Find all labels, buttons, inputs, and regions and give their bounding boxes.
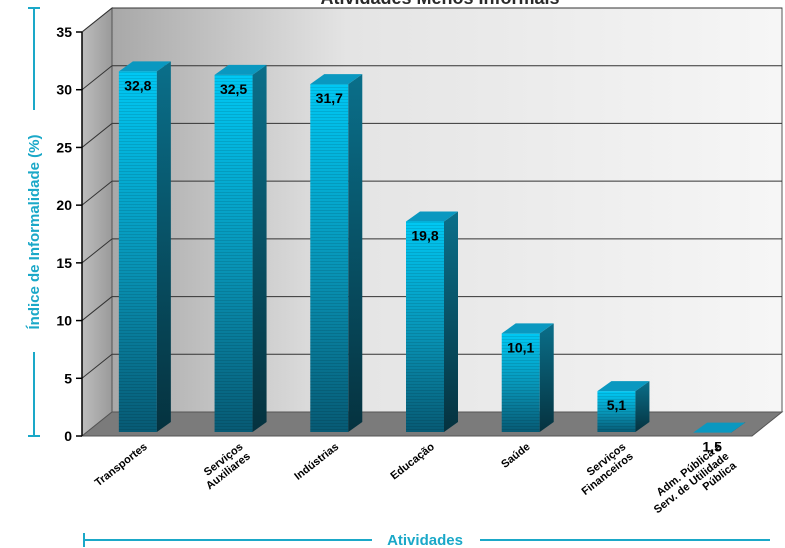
bar-top: [406, 211, 458, 222]
bar: [310, 74, 363, 432]
plot-side-wall: [81, 6, 113, 438]
bar-side: [348, 74, 363, 432]
bar-side: [444, 211, 458, 432]
category-labels: Transportes ServiçosAuxiliares Indústrias E…: [93, 440, 740, 525]
bar-texture: [214, 74, 253, 432]
grid-line-diagonal: [81, 180, 113, 206]
bar: [501, 323, 554, 432]
bar-texture: [118, 71, 157, 432]
bars: [118, 61, 746, 433]
bar-side: [539, 323, 554, 432]
data-label: 19,8: [411, 227, 438, 243]
bar-top: [501, 323, 554, 334]
category-label: Adm. Pública eServ. de UtilidadePública: [644, 440, 739, 525]
grid-line-diagonal: [81, 123, 113, 148]
y-tick-label: 0: [64, 428, 72, 444]
y-tick-label: 35: [56, 24, 72, 40]
bar: [406, 211, 458, 432]
bar-texture: [406, 221, 444, 432]
y-tick-label: 20: [56, 197, 72, 213]
bar: [118, 61, 171, 432]
bar-top: [597, 381, 650, 392]
bar: [693, 422, 746, 433]
category-label: ServiçosAuxiliares: [197, 441, 253, 492]
category-label-line: Saúde: [499, 441, 532, 471]
y-axis-title: Índice de Informalidade (%): [26, 134, 43, 329]
y-tick-labels: 0 5 10 15 20 25 30 35: [56, 24, 82, 444]
bar-top: [214, 64, 267, 75]
y-tick-label: 25: [56, 139, 72, 155]
bar-top: [693, 422, 746, 433]
category-label: Indústrias: [292, 441, 341, 483]
category-label: ServiçosFinanceiros: [572, 441, 635, 498]
bar-side: [156, 61, 171, 432]
grid-line-diagonal: [81, 296, 113, 321]
category-label-line: Transportes: [93, 441, 150, 489]
grid-line-diagonal: [81, 238, 113, 264]
category-label-line: Educação: [389, 441, 438, 483]
category-label: Saúde: [499, 441, 532, 471]
bar: [597, 381, 650, 432]
category-label-line: Indústrias: [292, 441, 341, 483]
data-label: 10,1: [507, 339, 534, 355]
bar-texture: [310, 84, 349, 432]
bar-texture: [597, 391, 636, 432]
data-labels: 32,8 32,5 31,7 19,8 10,1 5,1 1,5: [124, 77, 722, 454]
bar-side: [635, 381, 650, 432]
grid-line-diagonal: [81, 65, 113, 91]
data-label: 32,5: [220, 81, 247, 97]
data-label: 31,7: [316, 90, 343, 106]
y-tick-label: 15: [56, 255, 72, 271]
x-axis-title: Atividades: [387, 532, 463, 548]
bar-top: [118, 61, 171, 72]
grid-line-diagonal: [81, 353, 113, 379]
chart-title: Atividades Menos Informais: [320, 0, 559, 8]
y-tick-label: 10: [56, 313, 72, 329]
data-label: 5,1: [607, 397, 627, 413]
grid-line-diagonal: [81, 7, 113, 33]
bar-side: [252, 64, 267, 432]
bar-top: [310, 74, 363, 85]
data-label: 32,8: [124, 77, 151, 93]
y-tick-label: 5: [64, 370, 72, 386]
category-label: Transportes: [93, 441, 150, 489]
data-label: 1,5: [702, 439, 722, 455]
bar-texture: [501, 333, 540, 432]
bar: [214, 64, 267, 432]
category-label: Educação: [389, 441, 438, 483]
y-tick-label: 30: [56, 82, 72, 98]
